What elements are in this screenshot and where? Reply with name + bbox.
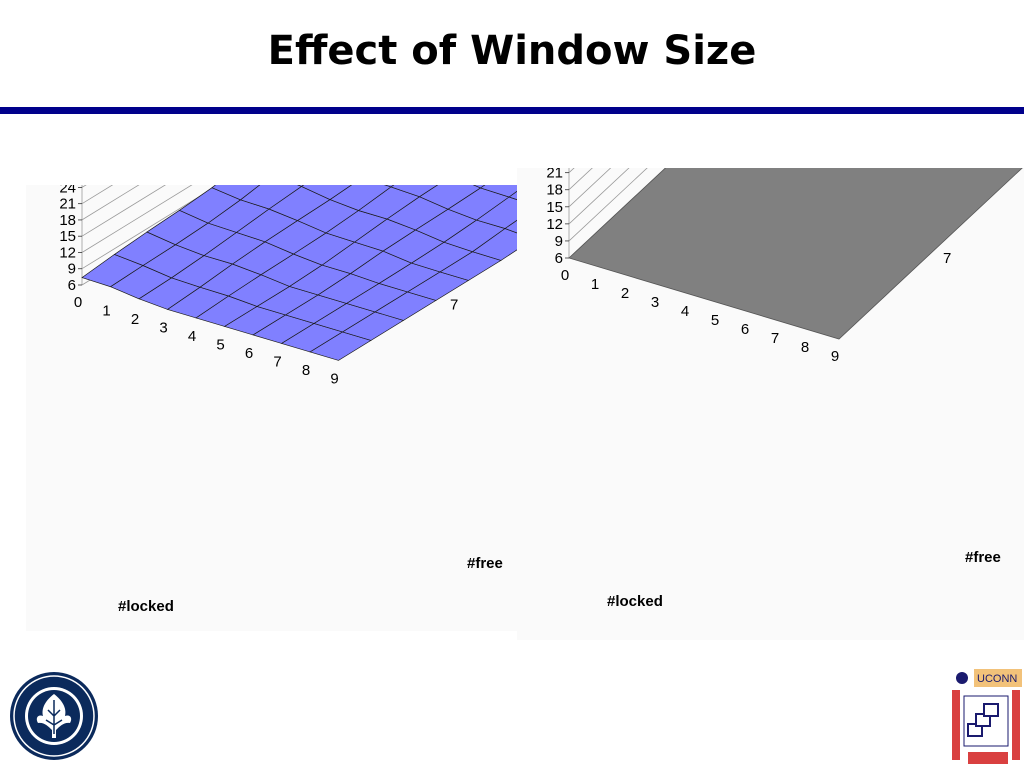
uconn-seal-icon: [10, 672, 98, 760]
z-tick-label: 24: [59, 185, 76, 196]
chart-left-z-ticks: 691215182124273033363942454851: [59, 33, 82, 294]
x-tick-label: 5: [216, 337, 224, 354]
z-tick-label: 18: [59, 212, 76, 229]
uconn-seal-logo: [8, 670, 100, 762]
x-tick-label: 1: [591, 276, 599, 293]
y-tick-label: 7: [450, 297, 458, 314]
x-tick-label: 6: [245, 345, 253, 362]
x-tick-label: 4: [681, 303, 689, 320]
cse-department-logo: UCONN: [948, 666, 1024, 768]
x-tick-label: 9: [330, 371, 338, 388]
z-tick-label: 9: [555, 233, 563, 250]
chart-right-floor: [568, 5, 1024, 340]
svg-text:UCONN: UCONN: [977, 673, 1017, 685]
chart-left-panel: 691215182124273033363942454851 012345678…: [26, 0, 653, 631]
x-tick-label: 0: [561, 267, 569, 284]
x-tick-label: 8: [801, 339, 809, 356]
floor-plane: [568, 5, 1024, 340]
x-tick-label: 1: [102, 303, 110, 320]
title-rule: [0, 107, 1024, 114]
y-tick-label: 7: [943, 250, 951, 267]
chart-right-y-ticks: 147: [943, 250, 951, 267]
slide-title: Effect of Window Size: [267, 28, 757, 74]
x-tick-label: 4: [188, 328, 196, 345]
x-tick-label: 9: [831, 348, 839, 365]
z-tick-label: 12: [59, 244, 76, 261]
chart-right-z-ticks: 691215182124273033363942454851: [546, 0, 569, 267]
z-tick-label: 15: [546, 199, 563, 216]
chart-right-panel: 691215182124273033363942454851 012345678…: [517, 0, 1024, 640]
z-tick-label: 21: [59, 196, 76, 213]
x-tick-label: 6: [741, 321, 749, 338]
x-tick-label: 0: [74, 294, 82, 311]
chart-left-ylabel: #free: [467, 555, 503, 572]
x-tick-label: 5: [711, 312, 719, 329]
x-tick-label: 3: [159, 320, 167, 337]
chart-left-xlabel: #locked: [118, 598, 174, 615]
x-tick-label: 8: [302, 362, 310, 379]
z-tick-label: 12: [546, 216, 563, 233]
z-tick-label: 9: [68, 261, 76, 278]
chart-right-svg: 691215182124273033363942454851 012345678…: [546, 0, 1024, 610]
x-tick-label: 7: [273, 354, 281, 371]
z-tick-label: 6: [555, 250, 563, 267]
chart-left-svg: 691215182124273033363942454851 012345678…: [59, 0, 653, 615]
x-tick-label: 2: [621, 285, 629, 302]
x-tick-label: 7: [771, 330, 779, 347]
x-tick-label: 3: [651, 294, 659, 311]
chart-left-surface: [81, 0, 632, 361]
cse-logo-icon: UCONN: [948, 666, 1024, 768]
chart-right-x-ticks: 0 1 2 3 4 5 6 7 8 9: [561, 267, 839, 365]
z-tick-label: 6: [68, 277, 76, 294]
x-tick-label: 2: [131, 311, 139, 328]
z-tick-label: 18: [546, 182, 563, 199]
z-tick-label: 15: [59, 228, 76, 245]
z-tick-label: 21: [546, 168, 563, 182]
chart-right-xlabel: #locked: [607, 593, 663, 610]
chart-left-x-ticks: 0 1 2 3 4 5 6 7 8 9: [74, 294, 339, 388]
chart-right-ylabel: #free: [965, 549, 1001, 566]
